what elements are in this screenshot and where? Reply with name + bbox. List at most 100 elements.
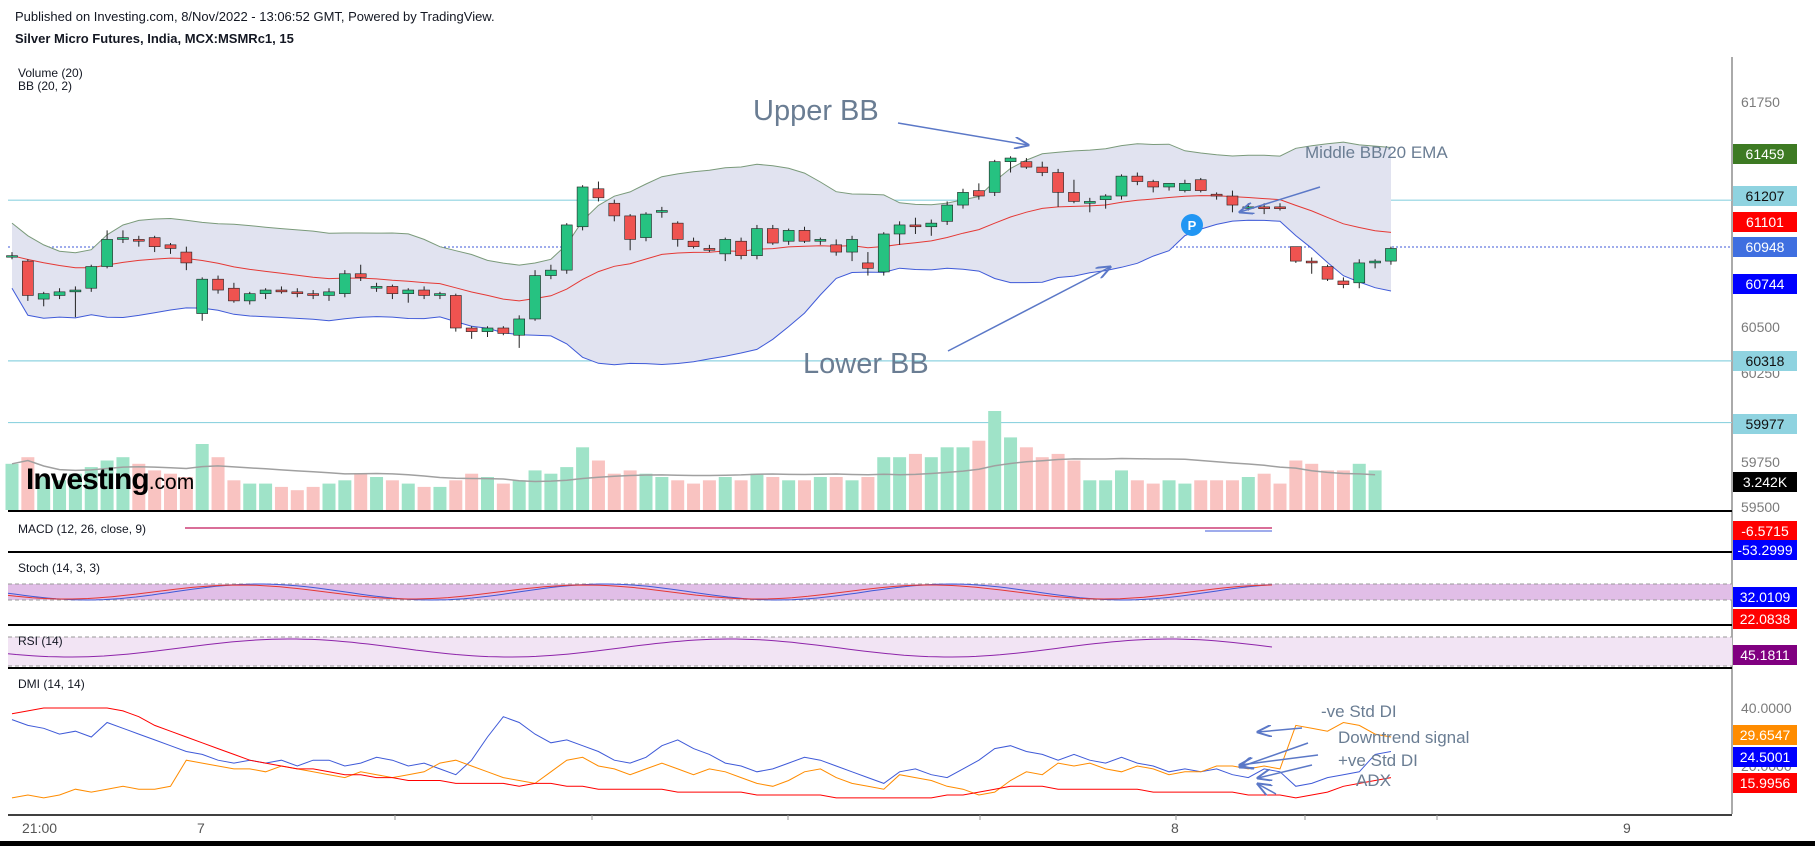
stoch-band bbox=[8, 584, 1732, 600]
candle-body bbox=[687, 240, 700, 247]
volume-bar bbox=[84, 467, 98, 510]
bb-indicator-label[interactable]: BB (20, 2) bbox=[18, 79, 73, 93]
volume-bar bbox=[750, 473, 764, 510]
candle-body bbox=[37, 293, 50, 300]
price-badge: -53.2999 bbox=[1733, 540, 1797, 560]
volume-bar bbox=[1305, 463, 1319, 510]
volume-bar bbox=[560, 467, 574, 510]
candle-body bbox=[259, 289, 272, 294]
volume-bar bbox=[290, 490, 304, 510]
candle-body bbox=[275, 289, 288, 293]
annotation-arrow bbox=[897, 122, 1028, 145]
candle-body bbox=[798, 230, 811, 242]
annotation-arrows bbox=[897, 122, 1321, 794]
candle-body bbox=[719, 239, 732, 255]
candle-body bbox=[1226, 195, 1239, 206]
x-axis-label: 9 bbox=[1623, 820, 1631, 836]
volume-bar bbox=[940, 447, 954, 510]
candle-body bbox=[1290, 246, 1302, 262]
dmi-indicator-label[interactable]: DMI (14, 14) bbox=[18, 677, 85, 691]
candle-body bbox=[1179, 183, 1191, 191]
adx-line bbox=[11, 707, 1392, 799]
volume-bar bbox=[845, 480, 859, 510]
candle-body bbox=[766, 228, 779, 244]
volume-bar bbox=[893, 457, 907, 510]
volume-bar bbox=[798, 480, 811, 510]
price-badge: 15.9956 bbox=[1733, 773, 1797, 793]
candle-body bbox=[1131, 175, 1144, 182]
volume-bar bbox=[766, 477, 780, 510]
volume-bar bbox=[1336, 470, 1350, 510]
volume-bar bbox=[988, 411, 1002, 510]
price-tick-label: 60500 bbox=[1741, 319, 1780, 335]
volume-bar bbox=[5, 463, 19, 510]
candle-body bbox=[703, 248, 716, 251]
volume-bar bbox=[306, 486, 320, 510]
volume-bar bbox=[116, 457, 130, 510]
candle-body bbox=[592, 188, 605, 199]
volume-bar bbox=[782, 480, 796, 510]
candle-body bbox=[1305, 260, 1318, 264]
volume-indicator-label[interactable]: Volume (20) bbox=[18, 66, 83, 80]
plus-di-line bbox=[11, 716, 1392, 787]
rsi-indicator-label[interactable]: RSI (14) bbox=[18, 634, 63, 648]
candle-body bbox=[6, 255, 18, 258]
price-tick-label: 59750 bbox=[1741, 454, 1780, 470]
candle-body bbox=[243, 293, 256, 302]
volume-bar bbox=[21, 457, 35, 510]
volume-layer bbox=[5, 411, 1382, 510]
candle-body bbox=[212, 278, 224, 291]
candle-body bbox=[228, 287, 240, 302]
price-badge: 24.5001 bbox=[1733, 747, 1797, 767]
candle-body bbox=[782, 230, 795, 242]
volume-bar bbox=[671, 480, 685, 510]
minus-di-line bbox=[11, 721, 1392, 799]
candle-body bbox=[846, 239, 858, 253]
volume-bar bbox=[449, 480, 463, 510]
stoch-indicator-label[interactable]: Stoch (14, 3, 3) bbox=[18, 561, 101, 575]
volume-bar bbox=[370, 477, 384, 510]
event-marker-label: P bbox=[1188, 218, 1197, 233]
price-badge: 59977 bbox=[1733, 414, 1797, 434]
volume-bar bbox=[623, 470, 637, 510]
annotation-arrow bbox=[1258, 784, 1277, 794]
candle-body bbox=[291, 291, 304, 294]
volume-bar bbox=[1368, 470, 1382, 510]
price-badge: 61459 bbox=[1733, 144, 1797, 164]
volume-bar bbox=[1083, 480, 1097, 510]
candle-body bbox=[481, 327, 494, 332]
volume-bar bbox=[908, 453, 922, 510]
price-badge: 60744 bbox=[1733, 274, 1797, 294]
volume-bar bbox=[259, 483, 273, 510]
candle-body bbox=[1147, 181, 1159, 188]
candle-body bbox=[529, 275, 541, 320]
candle-body bbox=[576, 186, 589, 228]
candle-body bbox=[148, 237, 161, 247]
volume-bar bbox=[1178, 483, 1192, 510]
volume-bar bbox=[512, 480, 526, 510]
candle-body bbox=[608, 202, 621, 217]
volume-bar bbox=[496, 483, 510, 510]
logo-main: Investing bbox=[26, 463, 150, 496]
candle-body bbox=[1274, 206, 1286, 209]
candle-body bbox=[1052, 172, 1064, 193]
candle-body bbox=[1020, 161, 1033, 168]
candle-body bbox=[1210, 193, 1223, 197]
candle-body bbox=[735, 240, 747, 256]
macd-indicator-label[interactable]: MACD (12, 26, close, 9) bbox=[18, 522, 147, 536]
candle-body bbox=[133, 239, 145, 242]
annotation-arrow bbox=[1258, 728, 1303, 732]
candle-body bbox=[101, 239, 113, 267]
downtrend-annotation: Downtrend signal bbox=[1338, 728, 1470, 747]
volume-bar bbox=[243, 483, 257, 510]
candle-body bbox=[323, 291, 335, 296]
volume-bar bbox=[401, 483, 415, 510]
volume-bar bbox=[1019, 447, 1033, 510]
volume-bar bbox=[607, 473, 621, 510]
candle-body bbox=[1068, 192, 1080, 202]
candle-body bbox=[434, 293, 446, 296]
candle-body bbox=[814, 239, 827, 242]
candle-body bbox=[624, 215, 636, 240]
volume-bar bbox=[1051, 453, 1065, 510]
